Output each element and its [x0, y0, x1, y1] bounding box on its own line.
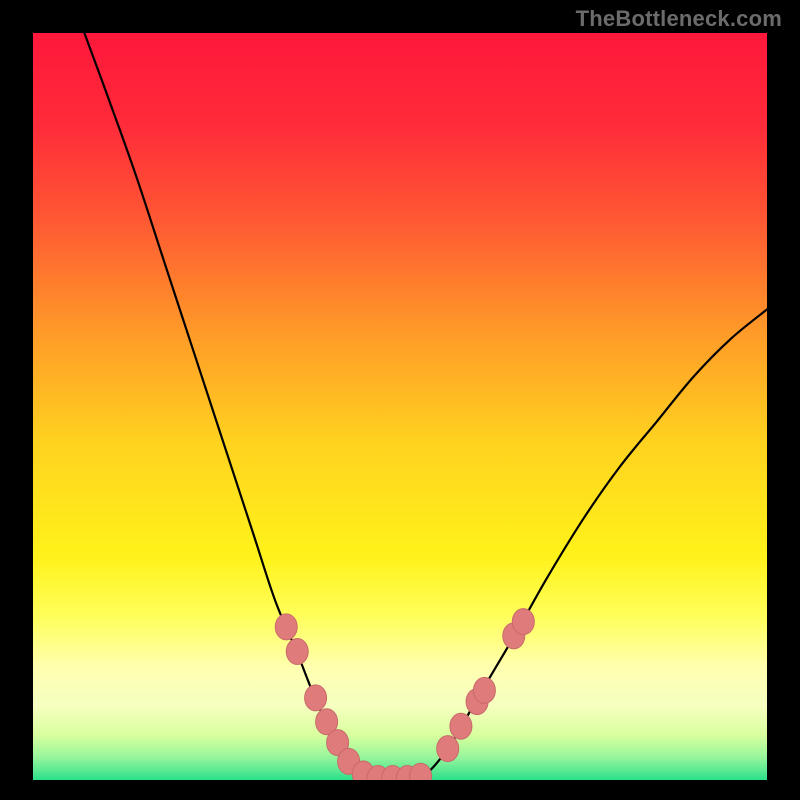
plot-background [33, 33, 767, 780]
data-marker [275, 614, 297, 640]
data-marker [450, 713, 472, 739]
chart-svg [0, 0, 800, 800]
data-marker [512, 609, 534, 635]
data-marker [305, 685, 327, 711]
data-marker [437, 736, 459, 762]
data-marker [286, 639, 308, 665]
data-marker [473, 677, 495, 703]
bottleneck-chart [0, 0, 800, 800]
watermark-text: TheBottleneck.com [576, 6, 782, 32]
